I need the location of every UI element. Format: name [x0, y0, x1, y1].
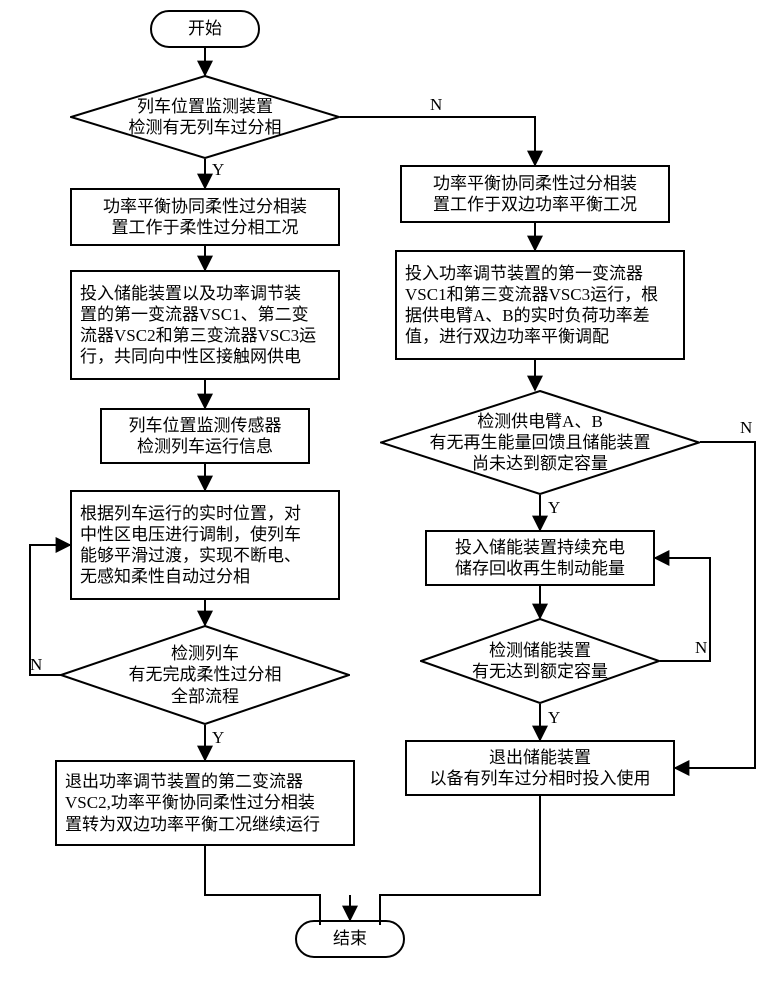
- node-line: 以备有列车过分相时投入使用: [430, 769, 651, 788]
- node-line: 置转为双边功率平衡工况继续运行: [65, 815, 320, 834]
- label-dr3-n: N: [740, 418, 752, 438]
- decision-regen-energy: 检测供电臂A、B 有无再生能量回馈且储能装置 尚未达到额定容量: [380, 390, 700, 495]
- terminator-end: 结束: [295, 920, 405, 958]
- label-dl5-y: Y: [212, 728, 224, 748]
- node-line: 列车位置监测传感器: [129, 416, 282, 435]
- node-line: 流器VSC2和第三变流器VSC3运: [80, 326, 316, 345]
- node-line: 功率平衡协同柔性过分相装: [433, 174, 637, 193]
- label-dr5-y: Y: [548, 708, 560, 728]
- node-line: 有无达到额定容量: [472, 662, 608, 681]
- node-line: 检测列车运行信息: [137, 437, 273, 456]
- node-line: 退出储能装置: [489, 748, 591, 767]
- node-text: 结束: [333, 928, 367, 949]
- node-line: 投入储能装置以及功率调节装: [80, 284, 301, 303]
- node-line: 列车位置监测装置: [137, 97, 273, 116]
- node-text: 开始: [188, 18, 222, 39]
- node-line: VSC2,功率平衡协同柔性过分相装: [65, 793, 315, 812]
- node-line: 投入功率调节装置的第一变流器: [405, 264, 643, 283]
- node-line: 检测列车: [171, 644, 239, 663]
- label-dl5-n: N: [30, 655, 42, 675]
- decision-flex-complete: 检测列车 有无完成柔性过分相 全部流程: [60, 625, 350, 725]
- process-balance-mode: 功率平衡协同柔性过分相装 置工作于双边功率平衡工况: [400, 165, 670, 223]
- decision-storage-full: 检测储能装置 有无达到额定容量: [420, 618, 660, 704]
- node-line: 功率平衡协同柔性过分相装: [103, 197, 307, 216]
- node-line: 值，进行双边功率平衡调配: [405, 327, 609, 346]
- node-line: 有无再生能量回馈且储能装置: [430, 433, 651, 452]
- label-dr3-y: Y: [548, 498, 560, 518]
- node-line: VSC1和第三变流器VSC3运行，根: [405, 285, 658, 304]
- process-flex-mode: 功率平衡协同柔性过分相装 置工作于柔性过分相工况: [70, 188, 340, 246]
- process-engage-vsc13: 投入功率调节装置的第一变流器 VSC1和第三变流器VSC3运行，根 据供电臂A、…: [395, 250, 685, 360]
- process-exit-storage: 退出储能装置 以备有列车过分相时投入使用: [405, 740, 675, 796]
- node-line: 行，共同向中性区接触网供电: [80, 347, 301, 366]
- node-line: 储存回收再生制动能量: [455, 559, 625, 578]
- node-line: 检测供电臂A、B: [477, 412, 603, 431]
- node-line: 尚未达到额定容量: [472, 454, 608, 473]
- label-d1-y: Y: [212, 160, 224, 180]
- decision-train-detect: 列车位置监测装置 检测有无列车过分相: [70, 75, 340, 159]
- process-modulate-voltage: 根据列车运行的实时位置，对 中性区电压进行调制，使列车 能够平滑过渡，实现不断电…: [70, 490, 340, 600]
- node-line: 检测储能装置: [489, 641, 591, 660]
- node-line: 投入储能装置持续充电: [455, 538, 625, 557]
- node-line: 全部流程: [171, 687, 239, 706]
- label-d1-n: N: [430, 95, 442, 115]
- node-line: 据供电臂A、B的实时负荷功率差: [405, 306, 650, 325]
- process-charge-storage: 投入储能装置持续充电 储存回收再生制动能量: [425, 530, 655, 586]
- process-sensor-detect: 列车位置监测传感器 检测列车运行信息: [100, 408, 310, 464]
- node-line: 检测有无列车过分相: [129, 118, 282, 137]
- node-line: 有无完成柔性过分相: [129, 665, 282, 684]
- node-line: 能够平滑过渡，实现不断电、: [80, 546, 301, 565]
- process-exit-vsc2: 退出功率调节装置的第二变流器 VSC2,功率平衡协同柔性过分相装 置转为双边功率…: [55, 760, 355, 846]
- node-line: 根据列车运行的实时位置，对: [80, 504, 301, 523]
- node-line: 置的第一变流器VSC1、第二变: [80, 305, 309, 324]
- terminator-start: 开始: [150, 10, 260, 48]
- flowchart-canvas: 开始 列车位置监测装置 检测有无列车过分相 功率平衡协同柔性过分相装 置工作于柔…: [0, 0, 773, 1000]
- node-line: 退出功率调节装置的第二变流器: [65, 772, 303, 791]
- node-line: 置工作于柔性过分相工况: [112, 218, 299, 237]
- node-line: 无感知柔性自动过分相: [80, 567, 250, 586]
- node-line: 中性区电压进行调制，使列车: [80, 525, 301, 544]
- process-engage-vsc123: 投入储能装置以及功率调节装 置的第一变流器VSC1、第二变 流器VSC2和第三变…: [70, 270, 340, 380]
- node-line: 置工作于双边功率平衡工况: [433, 195, 637, 214]
- label-dr5-n: N: [695, 638, 707, 658]
